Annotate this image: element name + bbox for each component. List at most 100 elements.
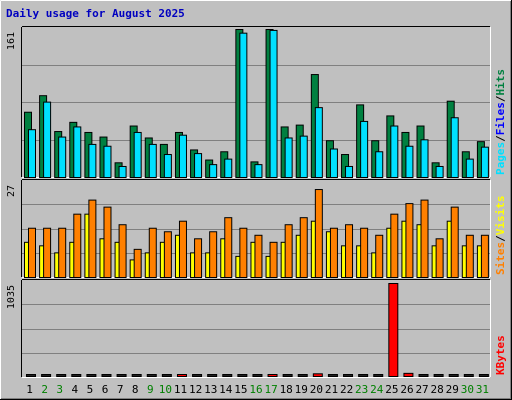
day-label: 22 [340,383,353,396]
sites-bar [88,199,97,278]
kbytes-bar [403,372,414,377]
files-bar [314,107,323,178]
day-label: 29 [446,383,459,396]
kbytes-bar [101,374,112,377]
files-bar [390,125,399,178]
files-bar [465,158,474,179]
files-bar [405,145,414,179]
sites-bar [360,227,369,278]
files-bar [224,158,233,179]
kbytes-bar [192,374,203,377]
day-label: 9 [147,383,154,396]
kbytes-bar [343,374,354,377]
legend-hits: Hits [494,69,507,96]
visits-ymax-label: 27 [6,185,17,197]
hits-ymax-label: 161 [6,32,17,50]
day-label: 19 [295,383,308,396]
kbytes-bar [267,374,278,377]
kbytes-bar [176,374,187,377]
files-bar [239,32,248,178]
sites-bar [118,224,127,279]
visits-legend: Sites/Visits [494,196,507,276]
chart-title: Daily usage for August 2025 [6,7,185,20]
kbytes-bar [131,374,142,377]
day-label: 14 [219,383,233,396]
kbytes-bar [222,374,233,377]
sites-bar [375,234,384,278]
day-label: 27 [415,383,428,396]
day-label: 24 [370,383,384,396]
day-label: 17 [264,383,277,396]
kbytes-bar [86,374,97,377]
files-bar [329,148,338,179]
kbytes-bar [433,374,444,377]
kbytes-bar [297,374,308,377]
sites-bar [194,238,203,278]
files-bar [299,135,308,179]
kbytes-bar [478,374,489,377]
day-label: 15 [234,383,247,396]
kbytes-bar [373,374,384,377]
kbytes-bar [282,374,293,377]
day-label: 20 [310,383,323,396]
kbytes-bar [418,374,429,377]
kbytes-ymax-label: 1035 [6,285,17,309]
sites-bar [435,238,444,278]
sites-bar [163,231,172,279]
files-bar [284,137,293,178]
kbytes-bar [207,374,218,377]
legend-visits: Visits [494,196,507,236]
kbytes-bar [388,283,399,377]
files-bar [148,143,157,178]
kbytes-bar [26,374,36,377]
sites-bar [239,227,248,278]
files-bar [103,145,112,179]
files-bar [118,165,127,179]
legend-separator: / [494,95,507,102]
kbytes-bar [56,374,67,377]
files-bar [360,120,369,179]
legend-kbytes: KBytes [494,335,507,375]
day-label: 18 [280,383,293,396]
files-bar [435,165,444,179]
files-bar [133,131,142,179]
sites-bar [480,234,489,278]
sites-bar [450,206,459,278]
day-label: 4 [72,383,79,396]
sites-bar [299,217,308,278]
day-label: 28 [431,383,444,396]
files-bar [209,164,218,178]
files-bar [73,126,82,178]
sites-bar [133,248,142,278]
files-bar [194,153,203,179]
sites-bar [43,227,52,278]
day-label: 5 [87,383,94,396]
day-label: 30 [461,383,474,396]
sites-bar [254,234,263,278]
day-label: 7 [117,383,124,396]
kbytes-bar [358,374,369,377]
sites-bar [224,217,233,278]
legend-files: Files [494,102,507,135]
legend-separator: / [494,135,507,142]
day-label: 25 [385,383,398,396]
kbytes-legend: KBytes [494,335,507,375]
day-label: 21 [325,383,338,396]
day-label: 23 [355,383,368,396]
files-bar [28,129,36,179]
sites-bar [284,224,293,279]
files-bar [480,146,489,178]
files-bar [450,117,459,178]
sites-bar [148,227,157,278]
files-bar [58,136,67,178]
day-label: 16 [249,383,262,396]
kbytes-bar [146,374,157,377]
files-bar [345,165,354,179]
kbytes-bar [237,374,248,377]
day-label: 13 [204,383,217,396]
sites-bar [405,203,414,278]
files-bar [420,139,429,179]
kbytes-bar [41,374,52,377]
day-label: 11 [174,383,187,396]
